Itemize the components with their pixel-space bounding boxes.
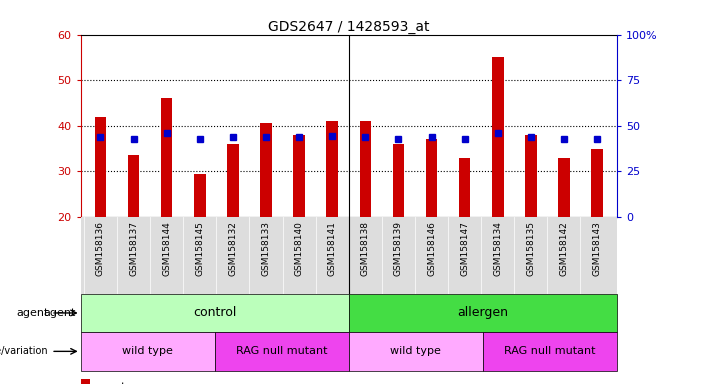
Text: agent: agent — [16, 308, 48, 318]
Bar — [327, 121, 338, 217]
Bar — [194, 174, 205, 217]
Bar — [492, 57, 503, 217]
Text: GSM158137: GSM158137 — [129, 221, 138, 276]
Text: GSM158136: GSM158136 — [96, 221, 105, 276]
Bar — [81, 294, 349, 332]
Text: control: control — [193, 306, 236, 319]
Text: RAG null mutant: RAG null mutant — [504, 346, 596, 356]
Title: GDS2647 / 1428593_at: GDS2647 / 1428593_at — [268, 20, 430, 33]
Text: RAG null mutant: RAG null mutant — [236, 346, 327, 356]
Bar — [591, 149, 603, 217]
Text: GSM158142: GSM158142 — [559, 221, 569, 276]
Bar — [81, 332, 215, 371]
Bar — [95, 117, 107, 217]
Bar — [558, 158, 570, 217]
Text: GSM158144: GSM158144 — [162, 221, 171, 276]
Text: GSM158143: GSM158143 — [592, 221, 601, 276]
Text: GSM158132: GSM158132 — [229, 221, 238, 276]
Text: GSM158135: GSM158135 — [526, 221, 536, 276]
Bar — [459, 158, 470, 217]
Text: GSM158147: GSM158147 — [460, 221, 469, 276]
Text: GSM158139: GSM158139 — [394, 221, 403, 276]
Bar — [215, 332, 349, 371]
Text: wild type: wild type — [390, 346, 441, 356]
Bar — [393, 144, 404, 217]
Text: GSM158134: GSM158134 — [494, 221, 502, 276]
Bar — [260, 124, 272, 217]
Bar — [128, 156, 139, 217]
Text: wild type: wild type — [122, 346, 173, 356]
Text: GSM158145: GSM158145 — [196, 221, 204, 276]
Bar — [483, 332, 617, 371]
Bar — [525, 135, 536, 217]
Text: count: count — [94, 382, 125, 384]
Bar — [360, 121, 371, 217]
Bar — [349, 294, 617, 332]
Bar — [349, 332, 483, 371]
Text: genotype/variation: genotype/variation — [0, 346, 48, 356]
Bar — [293, 135, 305, 217]
Text: agent: agent — [43, 308, 75, 318]
Text: GSM158146: GSM158146 — [427, 221, 436, 276]
Bar — [426, 139, 437, 217]
Text: allergen: allergen — [457, 306, 508, 319]
Bar — [227, 144, 238, 217]
Text: GSM158140: GSM158140 — [294, 221, 304, 276]
Text: GSM158141: GSM158141 — [327, 221, 336, 276]
Text: GSM158133: GSM158133 — [261, 221, 271, 276]
Text: GSM158138: GSM158138 — [361, 221, 370, 276]
Bar — [81, 379, 90, 384]
Bar — [161, 98, 172, 217]
